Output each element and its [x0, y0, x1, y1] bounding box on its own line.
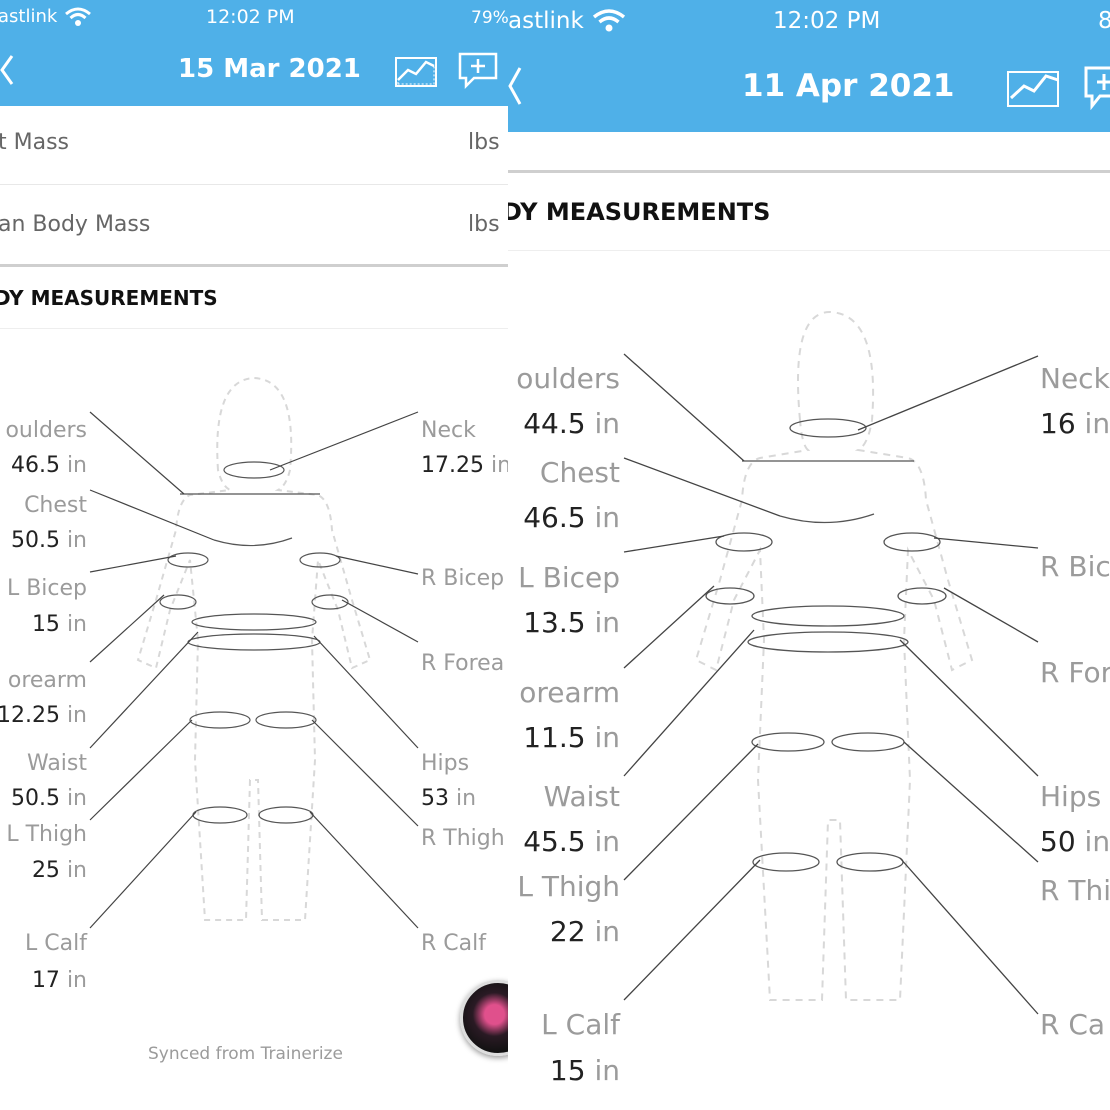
rbicep-label: R Bicep [421, 566, 505, 591]
section-rule [508, 250, 1110, 251]
lthigh-value: 25 in [31, 858, 87, 883]
lcalf-label: L Calf [541, 1008, 620, 1041]
lcalf-label: L Calf [25, 931, 87, 956]
section-title: DY MEASUREMENTS [0, 286, 218, 310]
lcalf-value: 15 in [549, 1054, 620, 1087]
waist-label: Waist [26, 751, 87, 776]
section-divider [508, 170, 1110, 173]
right-screenshot: astlink 12:02 PM 8 11 Apr 2021 DY MEASUR… [508, 0, 1110, 1110]
waist-label: Waist [543, 780, 620, 813]
lbicep-label: L Bicep [6, 576, 87, 601]
waist-value: 50.5 in [10, 786, 87, 811]
lean-mass-row[interactable]: an Body Mass lbs [0, 184, 508, 264]
forearm-value: 11.5 in [523, 721, 620, 754]
section-rule [0, 328, 508, 329]
wifi-icon [592, 9, 626, 32]
status-time: 12:02 PM [206, 6, 295, 28]
shoulders-label: oulders [516, 362, 620, 395]
status-bar: astlink 12:02 PM 79% [0, 0, 508, 34]
lthigh-label: L Thigh [517, 870, 620, 903]
lbicep-value: 15 in [31, 612, 87, 637]
wifi-icon [65, 7, 91, 26]
page-title: 15 Mar 2021 [178, 54, 361, 84]
body-figure [623, 310, 1039, 1015]
section-title: DY MEASUREMENTS [508, 198, 771, 226]
lthigh-value: 22 in [549, 915, 620, 948]
fat-mass-unit: lbs [468, 130, 500, 155]
chest-value: 46.5 in [523, 501, 620, 534]
chart-icon[interactable] [1006, 66, 1062, 108]
carrier-label: astlink [508, 8, 584, 34]
synced-footer: Synced from Trainerize [148, 1044, 343, 1064]
chest-label: Chest [24, 493, 87, 518]
neck-value: 17.25 in [421, 453, 508, 478]
section-divider [0, 264, 508, 267]
forearm-label: orearm [7, 668, 87, 693]
lcalf-value: 17 in [31, 968, 87, 993]
left-screenshot: astlink 12:02 PM 79% 15 Mar 2021 t Mass … [0, 0, 508, 1110]
rthigh-label: R Thi [1040, 874, 1110, 907]
back-chevron-icon[interactable] [508, 66, 522, 106]
chest-value: 50.5 in [10, 528, 87, 553]
status-bar: astlink 12:02 PM 8 [508, 0, 1110, 42]
hips-value: 50 in [1040, 825, 1110, 858]
forearm-label: orearm [519, 676, 620, 709]
shoulders-value: 46.5 in [10, 453, 87, 478]
lean-mass-unit: lbs [468, 212, 500, 237]
rforearm-label: R Forea [421, 651, 505, 676]
hips-value: 53 in [421, 786, 477, 811]
rforearm-label: R For [1040, 656, 1110, 689]
page-title: 11 Apr 2021 [742, 68, 955, 104]
chart-icon[interactable] [394, 54, 438, 88]
lean-mass-label: an Body Mass [0, 212, 151, 237]
battery-percent: 79% [471, 8, 508, 28]
nav-header: 11 Apr 2021 [508, 42, 1110, 132]
back-chevron-icon[interactable] [0, 54, 14, 86]
nav-header: 15 Mar 2021 [0, 34, 508, 106]
add-comment-icon[interactable] [456, 50, 502, 90]
hips-label: Hips [421, 751, 470, 776]
shoulders-value: 44.5 in [523, 407, 620, 440]
lbicep-label: L Bicep [518, 561, 620, 594]
fat-mass-row[interactable]: t Mass lbs [0, 106, 508, 185]
rcalf-label: R Ca [1040, 1008, 1106, 1041]
shoulders-label: oulders [5, 418, 87, 443]
neck-label: Neck [421, 418, 476, 443]
hips-label: Hips [1040, 780, 1102, 813]
lbicep-value: 13.5 in [523, 606, 620, 639]
rcalf-label: R Calf [421, 931, 486, 956]
neck-label: Neck [1040, 362, 1110, 395]
battery-percent: 8 [1098, 8, 1110, 34]
status-time: 12:02 PM [773, 8, 881, 34]
rbicep-label: R Bic [1040, 550, 1110, 583]
fat-mass-label: t Mass [0, 130, 70, 155]
forearm-value: 12.25 in [0, 703, 87, 728]
neck-value: 16 in [1040, 407, 1110, 440]
rthigh-label: R Thigh [421, 826, 505, 851]
chest-label: Chest [539, 456, 620, 489]
body-figure [89, 376, 419, 929]
carrier-label: astlink [0, 6, 58, 27]
lthigh-label: L Thigh [6, 822, 87, 847]
waist-value: 45.5 in [523, 825, 620, 858]
